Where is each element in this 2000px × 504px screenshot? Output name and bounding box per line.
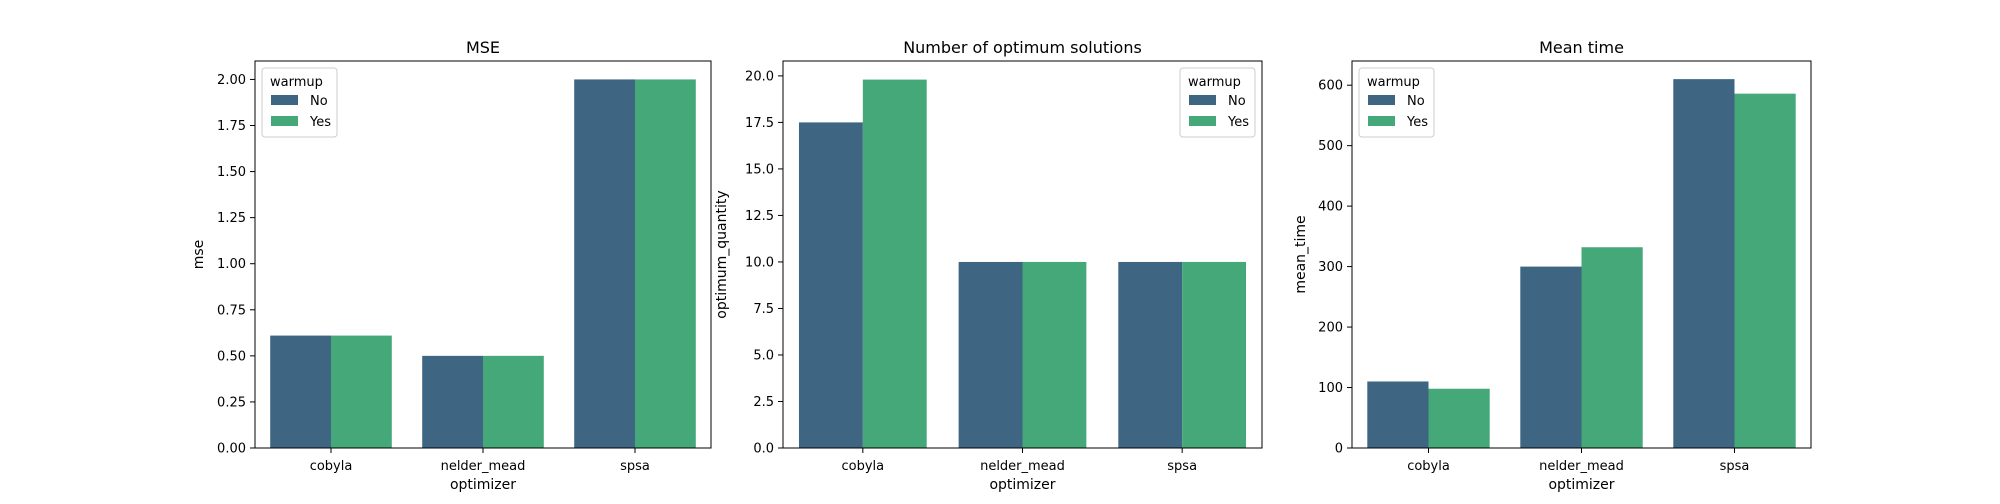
y-tick-label: 20.0 [745,69,774,84]
legend-label-yes: Yes [1227,115,1249,130]
bar-yes-spsa [1182,261,1247,448]
legend: warmup No Yes [1179,67,1256,138]
bar-no-spsa [574,79,635,448]
bar-yes-spsa [635,79,696,448]
legend-swatch-no [1368,95,1395,105]
y-tick-label: 1.75 [217,119,246,134]
x-tick-label: cobyla [842,459,885,474]
bar-no-cobyla [270,335,331,448]
y-tick-label: 7.5 [753,302,774,317]
y-tick-label: 10.0 [745,255,774,270]
x-tick-label: spsa [620,459,650,474]
y-tick-label: 1.00 [217,257,246,272]
y-tick-label: 2.5 [753,395,774,410]
y-tick-label: 0.25 [217,395,246,410]
y-axis-label: optimum_quantity [714,190,730,318]
x-tick-label: nelder_mead [980,459,1065,474]
bar-no-nelder-mead [958,261,1023,448]
x-tick-label: cobyla [310,459,353,474]
legend-swatch-no [271,95,298,105]
legend-label-no: No [1228,94,1246,109]
legend-swatch-yes [271,116,298,126]
bar-no-cobyla [1367,381,1429,448]
y-axis-label: mse [191,240,207,270]
bar-yes-cobyla [331,335,392,448]
y-tick-label: 15.0 [745,162,774,177]
legend-swatch-yes [1189,116,1216,126]
chart-panel-1: MSE cobyla nelder_mead spsa 0.00 0.25 0.50 0.75… [191,38,712,493]
x-tick-label: spsa [1167,459,1197,474]
y-tick-label: 1.50 [217,165,246,180]
x-tick-label: cobyla [1407,459,1450,474]
legend-title: warmup [1367,75,1420,90]
x-axis-label: optimizer [450,477,516,493]
y-tick-label: 1.25 [217,211,246,226]
bar-yes-cobyla [862,79,927,448]
bar-yes-spsa [1734,93,1796,448]
y-tick-label: 12.5 [745,209,774,224]
chart-title: MSE [466,38,500,57]
y-tick-label: 0.50 [217,349,246,364]
bar-no-cobyla [798,122,863,448]
y-tick-label: 400 [1318,200,1343,215]
y-tick-label: 600 [1318,79,1343,94]
chart-panel-2: Number of optimum solutions cobyla nelder_… [714,38,1263,493]
bar-yes-nelder-mead [483,355,544,448]
legend-label-no: No [310,94,328,109]
legend-title: warmup [1188,75,1241,90]
chart-title: Mean time [1539,38,1624,57]
legend-label-no: No [1407,94,1425,109]
y-tick-label: 0 [1335,442,1343,457]
legend-label-yes: Yes [1406,115,1428,130]
bar-no-spsa [1118,261,1183,448]
legend: warmup No Yes [261,67,338,138]
legend: warmup No Yes [1358,67,1435,138]
chart-title: Number of optimum solutions [903,38,1142,57]
y-tick-label: 0.0 [753,442,774,457]
x-tick-label: nelder_mead [1539,459,1624,474]
legend-label-yes: Yes [309,115,331,130]
bar-yes-nelder-mead [1022,261,1087,448]
x-axis-label: optimizer [1548,477,1614,493]
x-axis-label: optimizer [989,477,1055,493]
y-tick-label: 300 [1318,260,1343,275]
y-tick-label: 2.00 [217,73,246,88]
y-tick-label: 0.75 [217,303,246,318]
y-tick-label: 0.00 [217,442,246,457]
chart-panel-3: Mean time cobyla nelder_mead spsa 0 100 200 300… [1293,38,1812,493]
legend-swatch-yes [1368,116,1395,126]
bar-yes-cobyla [1428,388,1490,448]
y-tick-label: 200 [1318,321,1343,336]
y-axis-label: mean_time [1293,215,1309,293]
bar-yes-nelder-mead [1581,247,1643,448]
x-tick-label: nelder_mead [441,459,526,474]
y-tick-label: 100 [1318,381,1343,396]
bar-no-nelder-mead [422,355,483,448]
y-tick-label: 5.0 [753,348,774,363]
y-tick-label: 500 [1318,139,1343,154]
legend-swatch-no [1189,95,1216,105]
bar-no-spsa [1673,79,1735,448]
x-tick-label: spsa [1720,459,1750,474]
legend-title: warmup [270,75,323,90]
y-tick-label: 17.5 [745,116,774,131]
bar-no-nelder-mead [1520,266,1582,448]
